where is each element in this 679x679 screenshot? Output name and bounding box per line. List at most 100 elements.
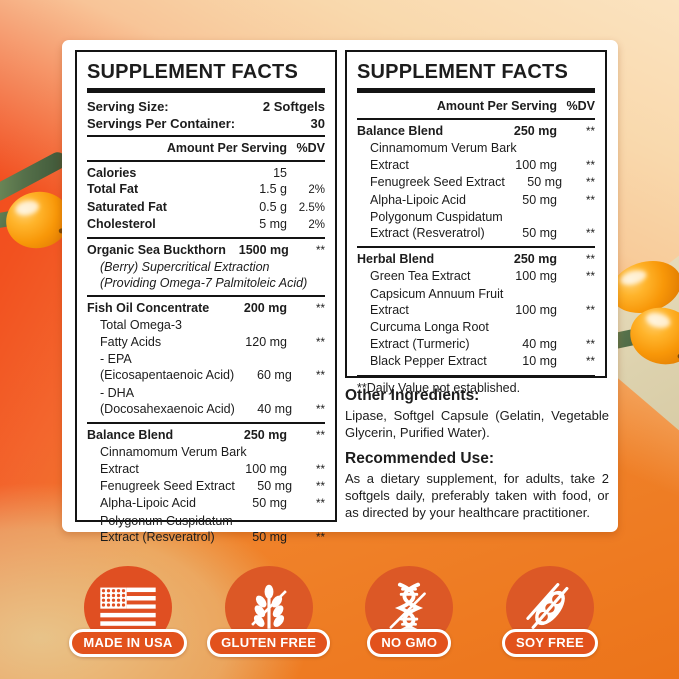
ingredient-dv: 2% xyxy=(308,219,325,232)
ingredient-dv: 2.5% xyxy=(298,201,325,214)
ingredient-amount: 60 mg xyxy=(257,368,292,383)
ingredient-amount: 100 mg xyxy=(515,157,557,172)
facts-row: (Providing Omega-7 Palmitoleic Acid) xyxy=(87,275,325,291)
ingredient-dv: ** xyxy=(586,356,595,369)
ingredient-amount: 50 mg xyxy=(527,175,563,190)
facts-row: - DHA xyxy=(87,385,325,401)
ingredient-name: - EPA xyxy=(100,352,132,367)
title-rule xyxy=(87,88,325,93)
facts-row: Polygonum Cuspidatum xyxy=(357,209,595,225)
ingredient-dv: ** xyxy=(586,177,595,190)
facts-row: Green Tea Extract 100 mg ** xyxy=(357,268,595,285)
ingredient-amount: 50 mg xyxy=(257,478,293,493)
ingredient-dv: ** xyxy=(316,370,325,383)
facts-row: (Eicosapentaenoic Acid) 60 mg ** xyxy=(87,367,325,384)
serving-value: 30 xyxy=(310,116,325,131)
dna-icon xyxy=(383,582,435,634)
ingredient-amount: 40 mg xyxy=(257,402,293,417)
badge-no-gmo: NO GMO xyxy=(343,566,475,657)
title-rule xyxy=(357,88,595,93)
ingredient-amount: 50 mg xyxy=(252,496,287,511)
berry-highlight xyxy=(644,310,672,331)
ingredient-name: Capsicum Annuum Fruit xyxy=(370,286,504,301)
facts-row: Curcuma Longa Root xyxy=(357,319,595,335)
ingredient-name: Organic Sea Buckthorn xyxy=(87,242,226,257)
facts-row: Extract (Resveratrol) 50 mg ** xyxy=(87,529,325,546)
column-header-row: Amount Per Serving %DV xyxy=(87,140,325,157)
ingredient-name: (Berry) Supercritical Extraction xyxy=(100,260,270,275)
badge-label: MADE IN USA xyxy=(69,629,187,657)
facts-row: Fatty Acids 120 mg ** xyxy=(87,334,325,351)
ingredient-name: Extract xyxy=(370,157,409,172)
ingredient-name: - DHA xyxy=(100,385,135,400)
ingredient-name: Curcuma Longa Root xyxy=(370,320,489,335)
ingredient-name: Green Tea Extract xyxy=(370,269,471,284)
certification-badges: MADE IN USA GLUTEN FREE NO GMO xyxy=(62,566,616,657)
ingredient-name: Extract (Resveratrol) xyxy=(100,530,215,545)
ingredient-name: Black Pepper Extract xyxy=(370,354,487,369)
ingredient-name: Total Fat xyxy=(87,182,139,197)
supplement-facts-panel-left: SUPPLEMENT FACTS Serving Size: 2 Softgels… xyxy=(75,50,337,544)
serving-info-row: Servings Per Container: 30 xyxy=(87,115,325,132)
ingredient-amount: 0.5 g xyxy=(259,199,287,214)
ingredient-dv: ** xyxy=(586,194,595,207)
ingredient-name: Balance Blend xyxy=(87,427,174,442)
ingredient-dv: ** xyxy=(316,480,325,493)
ingredient-name: Cholesterol xyxy=(87,217,156,232)
ingredient-dv: ** xyxy=(316,463,325,476)
ingredient-amount: 50 mg xyxy=(522,226,557,241)
ingredient-dv: 2% xyxy=(308,184,325,197)
facts-row: Extract 100 mg ** xyxy=(357,302,595,319)
serving-label: Servings Per Container: xyxy=(87,116,236,131)
ingredient-name: Extract xyxy=(370,303,409,318)
ingredient-dv: ** xyxy=(316,302,325,315)
facts-row: Calories 15 xyxy=(87,165,325,181)
facts-row: Polygonum Cuspidatum xyxy=(87,513,325,529)
daily-value-footnote: **Daily Value not established. xyxy=(357,374,595,396)
facts-row: (Docosahexaenoic Acid) 40 mg ** xyxy=(87,401,325,418)
section-divider xyxy=(357,245,595,248)
serving-value: 2 Softgels xyxy=(262,99,325,114)
facts-row: Saturated Fat 0.5 g 2.5% xyxy=(87,199,325,216)
ingredient-amount: 120 mg xyxy=(245,334,287,349)
ingredient-amount: 100 mg xyxy=(515,303,557,318)
facts-row: Alpha-Lipoic Acid 50 mg ** xyxy=(87,495,325,512)
badge-label: NO GMO xyxy=(367,629,452,657)
ingredient-name: (Docosahexaenoic Acid) xyxy=(100,402,235,417)
section-divider xyxy=(357,118,595,120)
facts-row: Balance Blend 250 mg ** xyxy=(87,427,325,444)
section-divider xyxy=(87,236,325,239)
facts-row: Fenugreek Seed Extract 50 mg ** xyxy=(87,478,325,495)
ingredient-amount: 10 mg xyxy=(522,354,557,369)
ingredient-name: Fenugreek Seed Extract xyxy=(100,478,235,493)
facts-row: Total Fat 1.5 g 2% xyxy=(87,181,325,198)
ingredient-dv: ** xyxy=(586,271,595,284)
section-divider xyxy=(87,421,325,424)
section-divider xyxy=(87,160,325,162)
other-ingredients-body: Lipase, Softgel Capsule (Gelatin, Vegeta… xyxy=(345,408,609,440)
ingredient-name: Extract (Turmeric) xyxy=(370,336,470,351)
ingredient-amount: 50 mg xyxy=(522,192,557,207)
ingredient-name: Alpha-Lipoic Acid xyxy=(370,192,466,207)
facts-row: Fish Oil Concentrate 200 mg ** xyxy=(87,300,325,317)
ingredient-amount: 15 xyxy=(273,166,287,180)
ingredient-name: Cinnamomum Verum Bark xyxy=(100,445,247,460)
ingredient-amount: 1500 mg xyxy=(238,242,289,257)
ingredient-name: (Eicosapentaenoic Acid) xyxy=(100,368,235,383)
facts-row: Extract 100 mg ** xyxy=(87,461,325,478)
ingredient-dv: ** xyxy=(586,338,595,351)
badge-label: GLUTEN FREE xyxy=(207,629,331,657)
facts-row: Cinnamomum Verum Bark xyxy=(357,140,595,156)
usa-flag-icon xyxy=(99,586,157,630)
ingredient-amount: 50 mg xyxy=(252,530,287,545)
ingredient-dv: ** xyxy=(316,244,325,257)
ingredient-amount: 250 mg xyxy=(513,251,557,266)
facts-row: Extract 100 mg ** xyxy=(357,157,595,174)
ingredient-name: Balance Blend xyxy=(357,124,444,138)
ingredient-amount: 250 mg xyxy=(513,124,557,138)
badge-soy-free: SOY FREE xyxy=(484,566,616,657)
facts-row: Cholesterol 5 mg 2% xyxy=(87,216,325,233)
other-ingredients-heading: Other Ingredients: xyxy=(345,387,480,404)
ingredient-amount: 200 mg xyxy=(243,300,287,315)
ingredient-name: Fenugreek Seed Extract xyxy=(370,175,505,190)
